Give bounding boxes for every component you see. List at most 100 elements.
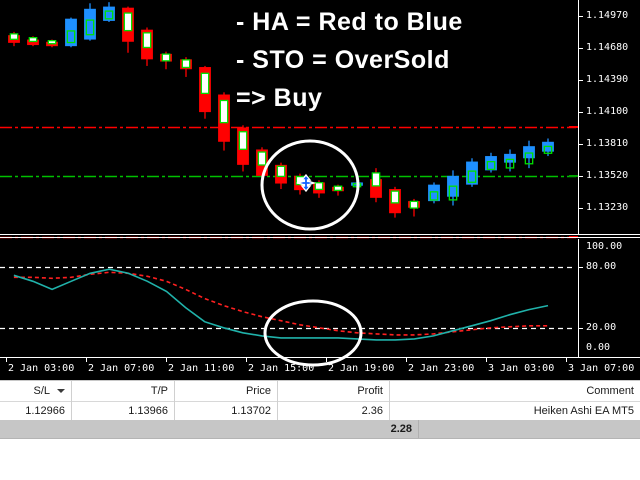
stochastic-pane[interactable] — [0, 239, 640, 367]
candle — [523, 140, 535, 169]
candle — [542, 138, 554, 157]
overlay-candle — [257, 151, 267, 166]
overlay-candle — [409, 200, 419, 209]
time-axis-label: 2 Jan 11:00 — [168, 363, 235, 374]
candle — [103, 2, 115, 22]
move-cursor-icon — [295, 173, 317, 193]
oscillator-scale-label: 80.00 — [586, 261, 617, 273]
column-header-comment[interactable]: Comment — [390, 381, 640, 401]
overlay-candle — [448, 185, 458, 201]
cell-profit[interactable]: 2.36 — [278, 401, 390, 420]
chart-window[interactable]: 1.14970 1.14680 1.14390 1.14100 1.13810 1.135… — [0, 0, 640, 380]
time-axis-tick — [6, 358, 7, 362]
overlay-candle — [505, 158, 515, 169]
time-axis-label: 3 Jan 03:00 — [488, 363, 555, 374]
cell-tp[interactable]: 1.13966 — [72, 401, 175, 420]
time-axis-label: 2 Jan 19:00 — [328, 363, 395, 374]
price-scale-label: 1.14970 — [586, 10, 629, 22]
price-scale-label: 1.13230 — [586, 201, 629, 213]
oscillator-scale-label: 20.00 — [586, 321, 617, 333]
candle-body — [523, 146, 535, 159]
overlay-candle — [28, 37, 38, 43]
trade-positions-table[interactable]: S/L T/P Price Profit Comment 1.12966 1.13966 1… — [0, 380, 640, 480]
price-scale-tick — [579, 48, 583, 49]
table-header-row[interactable]: S/L T/P Price Profit Comment — [0, 381, 640, 401]
take-profit-level-scale-mark — [569, 126, 578, 128]
cell-comment[interactable]: Heiken Ashi EA MT5 — [533, 404, 634, 417]
total-row-divider — [418, 420, 419, 438]
time-axis-label: 2 Jan 07:00 — [88, 363, 155, 374]
time-axis-tick — [486, 358, 487, 362]
stochastic-d-line — [13, 271, 548, 336]
total-profit-value: 2.28 — [390, 423, 412, 435]
price-chart-canvas — [0, 2, 576, 239]
overlay-candle — [276, 165, 286, 178]
column-header-tp[interactable]: T/P — [72, 381, 175, 401]
column-header-price[interactable]: Price — [175, 381, 278, 401]
overlay-candle — [123, 12, 133, 32]
overlay-candle — [390, 190, 400, 204]
candle — [408, 198, 420, 217]
table-bottom-divider — [0, 438, 640, 439]
column-header-label: Comment — [586, 385, 634, 397]
annotation-line-1: - HA = Red to Blue — [236, 8, 463, 36]
ha-reversal-highlight — [260, 139, 360, 231]
overlay-candle — [524, 152, 534, 165]
overlay-candle — [142, 32, 152, 49]
time-axis-label: 2 Jan 03:00 — [8, 363, 75, 374]
move-cursor-layer — [295, 173, 317, 193]
sort-descending-icon[interactable] — [57, 389, 65, 393]
time-axis-tick — [86, 358, 87, 362]
time-axis-tick — [166, 358, 167, 362]
cell-sl[interactable]: 1.12966 — [0, 401, 72, 420]
stoch-oversold-highlight — [263, 299, 363, 367]
candle — [160, 51, 172, 70]
candle — [313, 180, 325, 198]
overlay-candle — [85, 19, 95, 36]
time-axis-label: 2 Jan 23:00 — [408, 363, 475, 374]
overlay-candle — [104, 10, 114, 20]
overlay-candle — [333, 185, 343, 192]
overlay-candle — [181, 59, 191, 69]
candle — [428, 182, 440, 204]
candle — [27, 36, 39, 47]
candle — [504, 149, 516, 172]
column-header-label: T/P — [150, 385, 168, 397]
overlay-candle — [47, 39, 57, 45]
time-axis-tick — [326, 358, 327, 362]
candle-body — [428, 184, 440, 202]
time-axis[interactable]: 2 Jan 03:00 2 Jan 07:00 2 Jan 11:00 2 Jan 1… — [0, 358, 640, 380]
cell-price[interactable]: 1.13702 — [175, 401, 278, 420]
candle — [141, 27, 153, 66]
overlay-candle — [314, 182, 324, 191]
price-scale-tick — [579, 176, 583, 177]
price-scale-label: 1.13520 — [586, 169, 629, 181]
candle-body — [504, 153, 516, 163]
time-axis-tick — [566, 358, 567, 362]
table-row[interactable]: 1.12966 1.13966 1.13702 2.36 Heiken Ashi EA … — [0, 401, 640, 420]
price-scale-tick — [579, 208, 583, 209]
column-header-sl[interactable]: S/L — [0, 381, 72, 401]
candle-body — [370, 179, 382, 198]
candle — [332, 184, 344, 196]
oscillator-scale-label: 100.00 — [586, 241, 623, 252]
price-scale-axis-line — [578, 0, 579, 234]
candle — [84, 3, 96, 41]
price-scale-tick — [579, 80, 583, 81]
time-axis-tick — [406, 358, 407, 362]
overlay-candle — [371, 172, 381, 187]
column-header-profit[interactable]: Profit — [278, 381, 390, 401]
table-total-row: 2.28 — [0, 420, 640, 438]
table-top-border — [0, 380, 640, 381]
candle-body — [27, 39, 39, 46]
pane-separator-bottom — [0, 237, 640, 238]
time-axis-separator — [0, 357, 640, 358]
candle — [65, 17, 77, 48]
price-scale-label: 1.14390 — [586, 74, 629, 86]
overlay-candle — [219, 99, 229, 124]
overlay-candle — [429, 191, 439, 201]
price-chart-pane[interactable] — [0, 0, 640, 239]
candle — [46, 39, 58, 48]
candle — [389, 186, 401, 218]
